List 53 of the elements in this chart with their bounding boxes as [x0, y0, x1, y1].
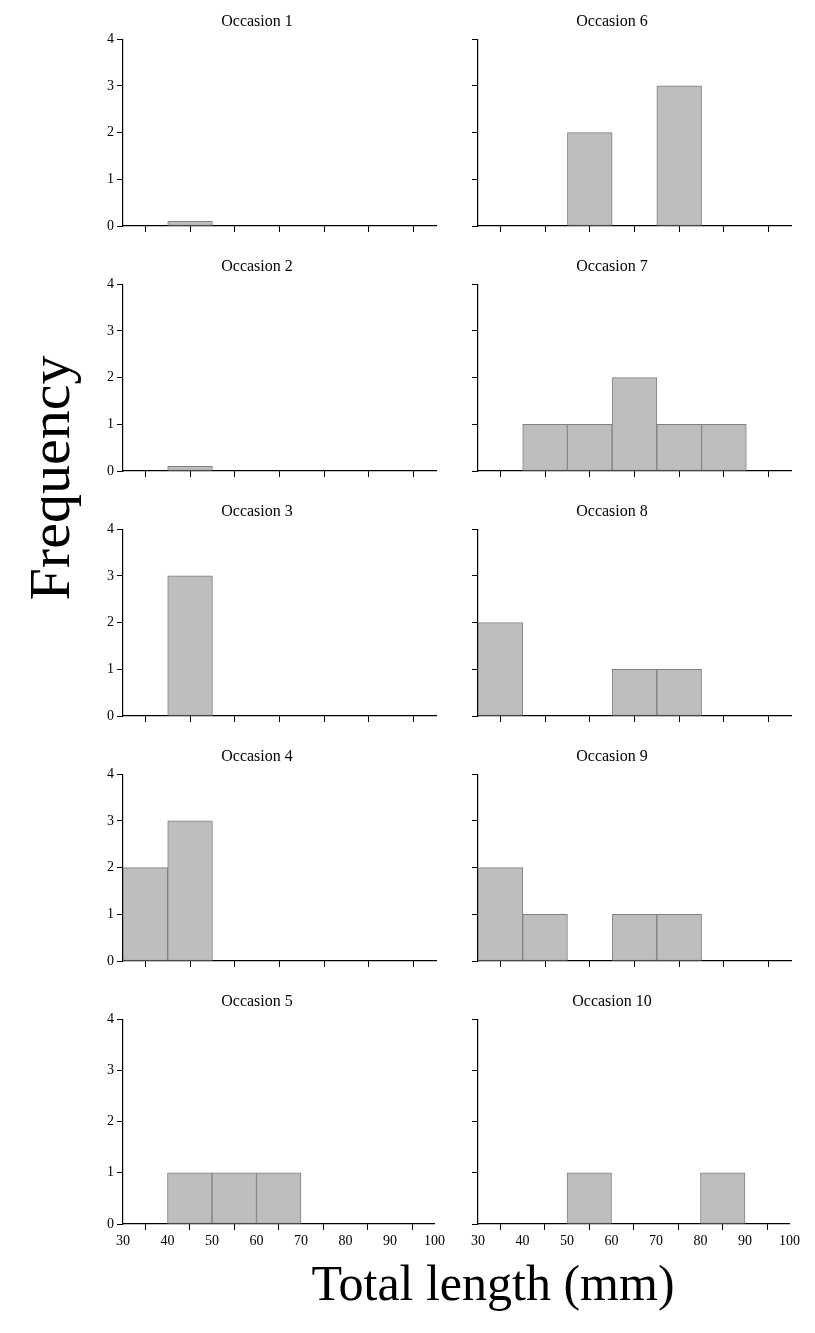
y-tick-label: 1: [107, 660, 114, 676]
y-tick-label: 2: [107, 369, 114, 385]
x-tick-label: 40: [160, 1233, 175, 1249]
y-tick-label: 3: [107, 812, 114, 828]
x-tick-label: 70: [294, 1233, 308, 1249]
y-tick-label: 4: [107, 1010, 114, 1026]
chart-title: Occasion 6: [576, 11, 648, 29]
y-tick-label: 2: [107, 614, 114, 630]
y-axis-title: Frequency: [17, 355, 82, 601]
y-tick-label: 2: [107, 859, 114, 875]
x-tick-label: 70: [649, 1233, 663, 1249]
chart-title: Occasion 7: [576, 256, 648, 274]
chart-title: Occasion 8: [576, 501, 648, 519]
x-axis-title: Total length (mm): [311, 1255, 675, 1311]
y-tick-label: 0: [107, 462, 114, 478]
y-tick-label: 1: [107, 1164, 114, 1180]
y-tick-label: 4: [107, 30, 114, 46]
x-tick-label: 100: [424, 1233, 445, 1249]
y-tick-label: 1: [107, 415, 114, 431]
x-tick-label: 30: [116, 1233, 130, 1249]
chart-title: Occasion 2: [221, 256, 293, 274]
y-tick-label: 3: [107, 1062, 114, 1078]
y-tick-label: 4: [107, 275, 114, 291]
x-tick-label: 80: [693, 1233, 708, 1249]
x-tick-label: 100: [779, 1233, 800, 1249]
y-tick-label: 0: [107, 707, 114, 723]
y-tick-label: 1: [107, 905, 114, 921]
x-tick-label: 50: [205, 1233, 219, 1249]
x-tick-label: 80: [338, 1233, 353, 1249]
chart-title: Occasion 4: [221, 746, 293, 764]
y-tick-label: 0: [107, 952, 114, 968]
x-tick-label: 60: [249, 1233, 264, 1249]
y-tick-label: 2: [107, 1113, 114, 1129]
chart-title: Occasion 1: [221, 11, 293, 29]
x-tick-label: 40: [515, 1233, 530, 1249]
x-tick-label: 90: [738, 1233, 752, 1249]
x-tick-label: 90: [383, 1233, 397, 1249]
y-tick-label: 3: [107, 567, 114, 583]
y-tick-label: 2: [107, 124, 114, 140]
y-tick-label: 3: [107, 77, 114, 93]
y-tick-label: 0: [107, 1215, 114, 1231]
x-tick-label: 60: [604, 1233, 619, 1249]
chart-title: Occasion 3: [221, 501, 293, 519]
chart-title: Occasion 5: [221, 991, 293, 1009]
y-tick-label: 4: [107, 520, 114, 536]
x-tick-label: 50: [560, 1233, 574, 1249]
chart-title: Occasion 10: [572, 991, 652, 1009]
x-tick-label: 30: [471, 1233, 485, 1249]
y-tick-label: 1: [107, 170, 114, 186]
y-tick-label: 3: [107, 322, 114, 338]
chart-title: Occasion 9: [576, 746, 648, 764]
y-tick-label: 4: [107, 765, 114, 781]
y-tick-label: 0: [107, 217, 114, 233]
